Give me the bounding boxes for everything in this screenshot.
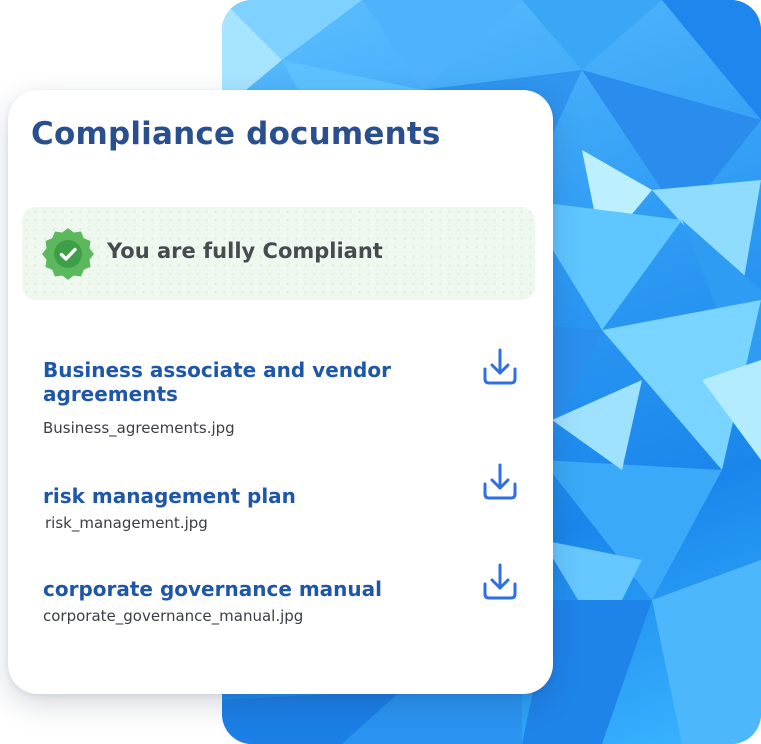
compliance-status-text: You are fully Compliant (107, 239, 383, 263)
document-filename: corporate_governance_manual.jpg (43, 607, 304, 625)
document-title: corporate governance manual (43, 577, 383, 601)
document-item-corporate-governance: corporate governance manual corporate_go… (43, 577, 493, 625)
download-icon (483, 563, 517, 600)
document-item-business-agreements: Business associate and vendor agreements… (43, 358, 493, 437)
document-title: risk management plan (43, 484, 296, 508)
check-badge-icon (42, 228, 94, 280)
compliance-card: Compliance documents You are fully Compl… (8, 90, 553, 694)
download-button-risk-management[interactable] (478, 460, 522, 504)
document-filename: Business_agreements.jpg (43, 419, 235, 437)
download-button-corporate-governance[interactable] (478, 560, 522, 604)
download-icon (483, 463, 517, 500)
download-button-business-agreements[interactable] (478, 345, 522, 389)
document-item-risk-management: risk management plan risk_management.jpg (43, 484, 493, 532)
download-icon (483, 348, 517, 385)
card-title: Compliance documents (31, 116, 441, 152)
document-title: Business associate and vendor agreements (43, 358, 391, 406)
document-filename: risk_management.jpg (45, 514, 208, 532)
compliance-status-banner: You are fully Compliant (22, 207, 535, 300)
